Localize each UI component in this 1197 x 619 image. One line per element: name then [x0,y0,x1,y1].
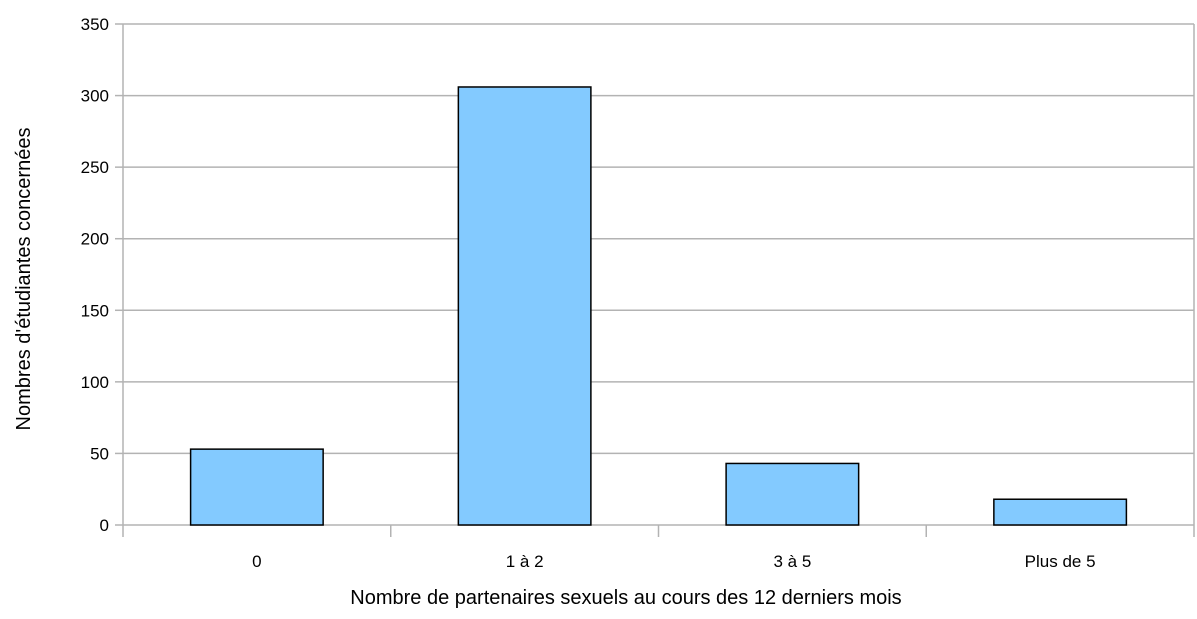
bar [725,462,860,526]
y-tick-label: 300 [81,87,109,106]
x-tick-label: 1 à 2 [506,552,544,571]
x-tick-label: Plus de 5 [1025,552,1096,571]
x-tick-label: 0 [252,552,261,571]
x-tick-label: 3 à 5 [773,552,811,571]
y-tick-label: 100 [81,373,109,392]
label-layer: 0 50 100 150 200 250 300 350 0 1 à 2 3 à 5 Plus de … [81,15,1096,571]
y-tick-label: 50 [90,444,109,463]
y-tick-label: 0 [100,516,109,535]
y-tick-label: 200 [81,230,109,249]
x-axis-title: Nombre de partenaires sexuels au cours d… [350,587,901,609]
bar [189,448,324,526]
axis-layer [115,23,1195,537]
y-tick-label: 150 [81,301,109,320]
y-tick-label: 350 [81,15,109,34]
bar [457,86,592,526]
bar-layer [189,86,1128,526]
y-axis-title: Nombres d'étudiantes concernées [13,128,35,431]
bar [993,498,1128,526]
y-tick-label: 250 [81,158,109,177]
